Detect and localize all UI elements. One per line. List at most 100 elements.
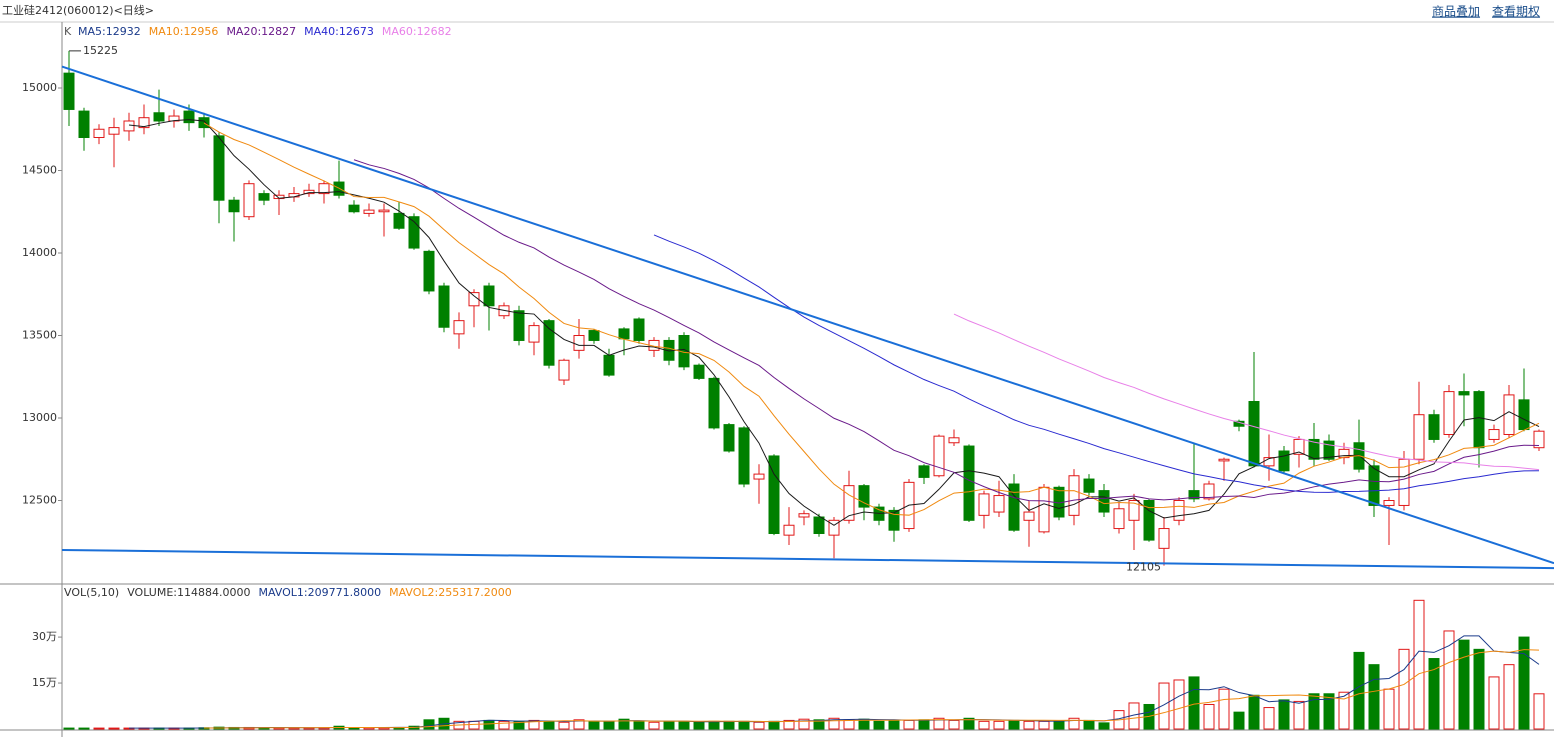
- candle-body: [588, 330, 600, 341]
- candle-body: [528, 325, 540, 343]
- volume-bar: [1278, 699, 1290, 730]
- volume-bar: [1323, 693, 1335, 730]
- candle-body: [303, 189, 315, 195]
- volume-bar: [723, 720, 735, 730]
- candle-body: [1008, 483, 1020, 531]
- volume-bar: [903, 719, 915, 730]
- volume-bar: [1308, 693, 1320, 730]
- y-tick-label: 13500: [22, 329, 57, 342]
- candle-body: [1158, 528, 1170, 549]
- volume-bar: [753, 721, 765, 730]
- candle-body: [1188, 490, 1200, 500]
- legend-ma: MA20:12827: [226, 25, 296, 38]
- candle-body: [888, 509, 900, 531]
- volume-bar: [1473, 648, 1485, 730]
- candle-body: [483, 285, 495, 307]
- volume-bar: [1008, 719, 1020, 730]
- volume-bar: [573, 719, 585, 730]
- candle-body: [768, 455, 780, 535]
- candle-body: [153, 112, 165, 122]
- volume-bar: [468, 720, 480, 730]
- candle-body: [933, 435, 945, 477]
- candle-body: [603, 354, 615, 376]
- candle-body: [1533, 430, 1545, 449]
- candle-body: [363, 209, 375, 214]
- y-tick-label: 15000: [22, 81, 57, 94]
- ma-line: [353, 159, 1540, 504]
- candle-body: [1428, 414, 1440, 440]
- candle-body: [228, 199, 240, 213]
- candle-body: [1023, 511, 1035, 521]
- candle-body: [1383, 500, 1395, 506]
- candle-body: [1173, 500, 1185, 521]
- ma-line: [953, 313, 1540, 471]
- volume-bar: [1353, 651, 1365, 730]
- volume-bar: [978, 720, 990, 730]
- candle-body: [573, 335, 585, 351]
- volume-bar: [1158, 682, 1170, 730]
- candle-body: [258, 193, 270, 201]
- candle-body: [843, 485, 855, 521]
- candle-body: [378, 209, 390, 213]
- candle-body: [543, 320, 555, 366]
- link[interactable]: 查看期权: [1492, 5, 1540, 19]
- volume-bar: [798, 718, 810, 730]
- volume-bar: [1458, 639, 1470, 730]
- volume-bar: [1218, 688, 1230, 730]
- candle-body: [753, 473, 765, 480]
- volume-bar: [1233, 711, 1245, 730]
- volume-bar: [588, 720, 600, 730]
- volume-bar: [678, 720, 690, 730]
- candle-body: [423, 250, 435, 292]
- candle-body: [183, 110, 195, 124]
- volume-bar: [78, 727, 90, 730]
- volume-bar: [1083, 719, 1095, 730]
- candle-body: [1308, 438, 1320, 460]
- candle-body: [1293, 438, 1305, 455]
- volume-bar: [63, 727, 75, 730]
- volume-bar: [1428, 658, 1440, 730]
- candle-body: [213, 135, 225, 201]
- candle-body: [1368, 465, 1380, 506]
- volume-bar: [633, 720, 645, 730]
- legend-k: K: [64, 25, 72, 38]
- volume-bar: [1488, 676, 1500, 730]
- volume-bar: [783, 719, 795, 730]
- volume-bar: [1398, 648, 1410, 730]
- candle-body: [408, 216, 420, 249]
- volume-bar: [693, 721, 705, 730]
- volume-bar: [1503, 664, 1515, 730]
- candle-body: [1458, 391, 1470, 396]
- y-tick-label: 13000: [22, 411, 57, 424]
- low-label: 12105: [1126, 561, 1161, 574]
- volume-bar: [948, 719, 960, 730]
- volume-bar: [423, 719, 435, 730]
- volume-bar: [738, 720, 750, 730]
- volume-legend: MAVOL2:255317.2000: [389, 586, 512, 599]
- candle-body: [1113, 508, 1125, 530]
- legend-ma: MA60:12682: [382, 25, 452, 38]
- volume-bar: [108, 727, 120, 730]
- candle-body: [918, 465, 930, 478]
- candle-body: [618, 328, 630, 340]
- volume-bar: [933, 717, 945, 730]
- legend-ma: MA10:12956: [149, 25, 219, 38]
- candle-body: [1218, 458, 1230, 462]
- volume-bar: [888, 719, 900, 730]
- link[interactable]: 商品叠加: [1432, 4, 1480, 19]
- volume-bar: [663, 720, 675, 730]
- candle-body: [513, 310, 525, 341]
- volume-bar: [1053, 720, 1065, 730]
- candle-body: [198, 117, 210, 129]
- volume-bar: [1038, 720, 1050, 730]
- candle-body: [138, 117, 150, 129]
- volume-tick-label: 15万: [32, 676, 57, 689]
- candle-body: [438, 285, 450, 328]
- candle-body: [1098, 490, 1110, 513]
- candle-body: [1248, 401, 1260, 467]
- candle-body: [723, 424, 735, 452]
- volume-bar: [1413, 599, 1425, 730]
- volume-bar: [1293, 700, 1305, 730]
- candle-body: [963, 445, 975, 521]
